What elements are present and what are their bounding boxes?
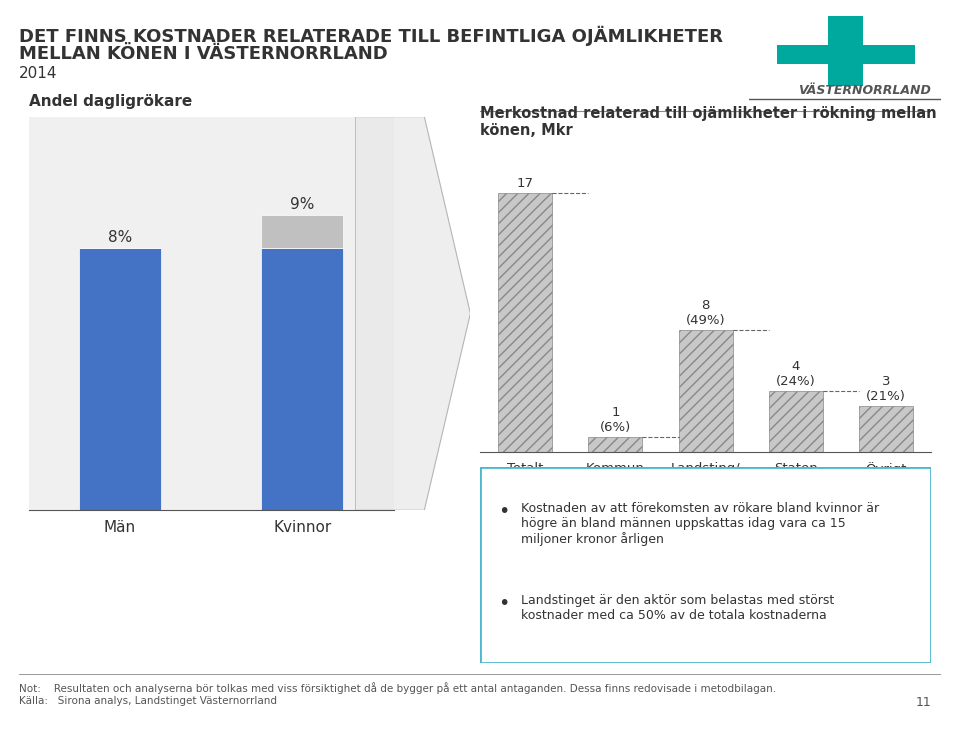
Polygon shape <box>355 117 470 510</box>
Bar <box>769 391 823 452</box>
Text: VÄSTERNORRLAND: VÄSTERNORRLAND <box>798 84 930 97</box>
Text: 4
(24%): 4 (24%) <box>776 360 816 388</box>
Text: •: • <box>498 502 510 521</box>
Text: •: • <box>498 595 510 614</box>
Text: 1
(6%): 1 (6%) <box>600 406 631 434</box>
Text: MELLAN KÖNEN I VÄSTERNORRLAND: MELLAN KÖNEN I VÄSTERNORRLAND <box>19 45 388 63</box>
Text: Kostnaden av att förekomsten av rökare bland kvinnor är
högre än bland männen up: Kostnaden av att förekomsten av rökare b… <box>520 502 878 546</box>
Text: Källa:   Sirona analys, Landstinget Västernorrland: Källa: Sirona analys, Landstinget Väster… <box>19 696 277 706</box>
Text: 9%: 9% <box>290 197 315 212</box>
Bar <box>261 215 344 248</box>
FancyBboxPatch shape <box>777 45 915 64</box>
Text: 11: 11 <box>916 696 931 709</box>
Text: 2014: 2014 <box>19 66 58 81</box>
Bar <box>588 437 642 452</box>
Bar <box>79 248 161 510</box>
Text: Merkostnad relaterad till ojämlikheter i rökning mellan
könen, Mkr: Merkostnad relaterad till ojämlikheter i… <box>480 106 937 138</box>
Text: 8%: 8% <box>108 230 132 245</box>
Text: Landstinget är den aktör som belastas med störst
kostnader med ca 50% av de tota: Landstinget är den aktör som belastas me… <box>520 595 834 623</box>
FancyBboxPatch shape <box>480 467 931 663</box>
Text: Andel dagligrökare: Andel dagligrökare <box>29 93 192 109</box>
Text: DET FINNS KOSTNADER RELATERADE TILL BEFINTLIGA OJÄMLIKHETER: DET FINNS KOSTNADER RELATERADE TILL BEFI… <box>19 26 723 46</box>
Text: 8
(49%): 8 (49%) <box>685 299 726 327</box>
Bar <box>498 193 552 452</box>
Text: 3
(21%): 3 (21%) <box>866 375 906 403</box>
Text: Not:    Resultaten och analyserna bör tolkas med viss försiktighet då de bygger : Not: Resultaten och analyserna bör tolka… <box>19 682 777 693</box>
Text: 17: 17 <box>516 177 534 190</box>
Bar <box>261 248 344 510</box>
Bar <box>859 406 913 452</box>
Bar <box>679 330 732 452</box>
FancyBboxPatch shape <box>828 16 863 86</box>
